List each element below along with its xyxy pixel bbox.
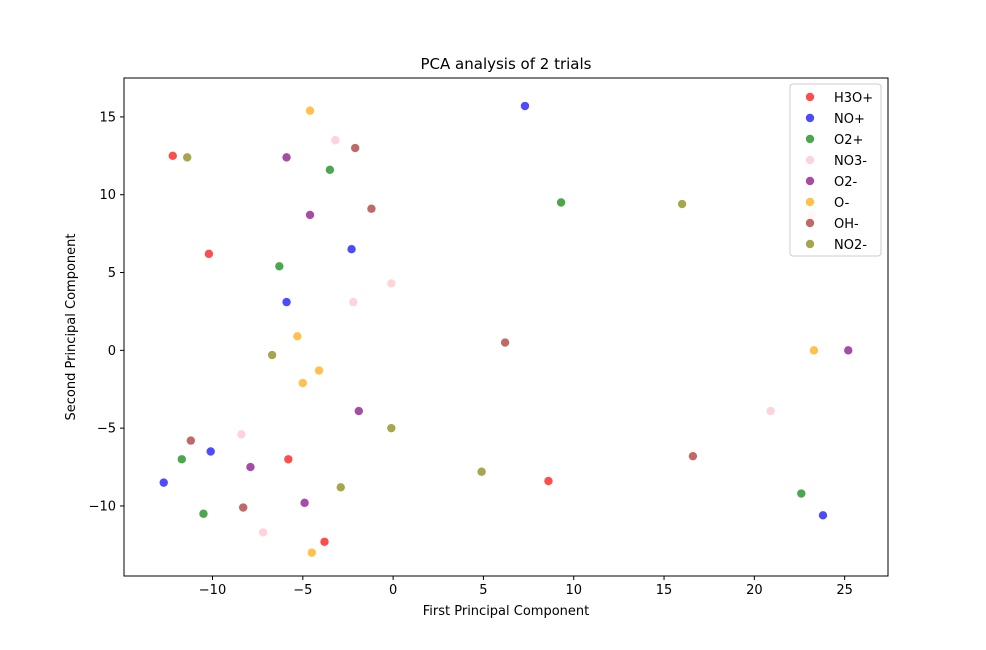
data-point xyxy=(797,489,806,498)
data-point xyxy=(500,338,510,347)
data-point xyxy=(336,483,345,492)
x-tick-label: −10 xyxy=(199,583,226,598)
y-axis-label: Second Principal Component xyxy=(64,234,79,421)
data-point xyxy=(544,476,553,486)
data-point xyxy=(307,548,317,557)
y-tick-label: 10 xyxy=(99,188,116,203)
plot-frame xyxy=(123,77,889,577)
data-point xyxy=(844,346,853,355)
legend-label: O2+ xyxy=(834,133,863,148)
data-point xyxy=(325,165,335,175)
data-point xyxy=(293,332,302,341)
data-point xyxy=(199,509,208,518)
data-point xyxy=(305,106,315,115)
legend-marker xyxy=(805,113,815,123)
data-point xyxy=(159,478,168,487)
data-point xyxy=(766,406,775,416)
x-tick-label: 10 xyxy=(565,583,582,598)
data-point xyxy=(331,136,340,145)
data-point xyxy=(275,262,284,271)
data-point xyxy=(300,498,309,508)
y-tick-label: 0 xyxy=(108,344,116,359)
data-point xyxy=(520,101,530,111)
chart-title: PCA analysis of 2 trials xyxy=(421,55,592,73)
legend-marker xyxy=(805,218,815,228)
legend-marker xyxy=(805,92,815,102)
legend-label: H3O+ xyxy=(834,91,873,106)
data-point xyxy=(387,279,396,288)
legend-box xyxy=(789,83,882,257)
data-point xyxy=(204,249,214,259)
y-axis: −10 −5 0 5 10 15 xyxy=(89,110,124,514)
data-point xyxy=(818,511,828,520)
data-point xyxy=(367,204,376,213)
data-point xyxy=(206,447,215,456)
data-point xyxy=(314,366,324,375)
data-point xyxy=(284,455,293,464)
legend-label: O- xyxy=(834,196,850,211)
data-point xyxy=(239,503,248,512)
data-point xyxy=(282,297,291,307)
data-point xyxy=(320,537,329,546)
legend: H3O+ NO+ O2+ NO3- O2- O- OH- NO2- xyxy=(789,83,882,257)
x-axis: −10 −5 0 5 10 15 20 25 xyxy=(199,576,853,598)
data-point xyxy=(183,153,192,162)
data-point xyxy=(477,467,486,476)
data-point xyxy=(688,451,698,461)
data-point xyxy=(350,143,360,153)
data-point xyxy=(246,462,255,472)
y-tick-label: −10 xyxy=(89,499,116,514)
legend-marker xyxy=(805,197,815,207)
points-layer xyxy=(159,101,853,557)
legend-marker xyxy=(805,134,815,144)
y-tick-label: −5 xyxy=(97,422,116,437)
data-point xyxy=(177,455,186,464)
legend-label: NO2- xyxy=(834,238,867,253)
data-point xyxy=(298,378,308,388)
x-axis-label: First Principal Component xyxy=(423,604,590,619)
data-point xyxy=(258,528,268,537)
data-point xyxy=(349,297,358,307)
legend-marker xyxy=(805,155,815,165)
legend-marker xyxy=(805,176,815,186)
data-point xyxy=(354,406,363,416)
data-point xyxy=(237,430,246,439)
data-point xyxy=(677,199,687,209)
x-tick-label: −5 xyxy=(293,583,312,598)
legend-label: O2- xyxy=(834,175,858,190)
legend-label: OH- xyxy=(834,217,859,232)
data-point xyxy=(347,244,356,254)
data-point xyxy=(282,153,291,162)
data-point xyxy=(809,346,819,355)
data-point xyxy=(168,151,177,161)
y-tick-label: 15 xyxy=(99,110,116,125)
data-point xyxy=(267,350,277,360)
data-point xyxy=(387,423,396,433)
legend-label: NO3- xyxy=(834,154,867,169)
x-tick-label: 0 xyxy=(389,583,397,598)
data-point xyxy=(556,198,566,207)
data-point xyxy=(186,436,196,445)
y-tick-label: 5 xyxy=(108,266,116,281)
x-tick-label: 15 xyxy=(656,583,673,598)
x-tick-label: 20 xyxy=(746,583,763,598)
x-tick-label: 5 xyxy=(479,583,487,598)
legend-label: NO+ xyxy=(834,112,865,127)
x-tick-label: 25 xyxy=(836,583,853,598)
data-point xyxy=(305,210,315,220)
legend-marker xyxy=(805,239,815,249)
